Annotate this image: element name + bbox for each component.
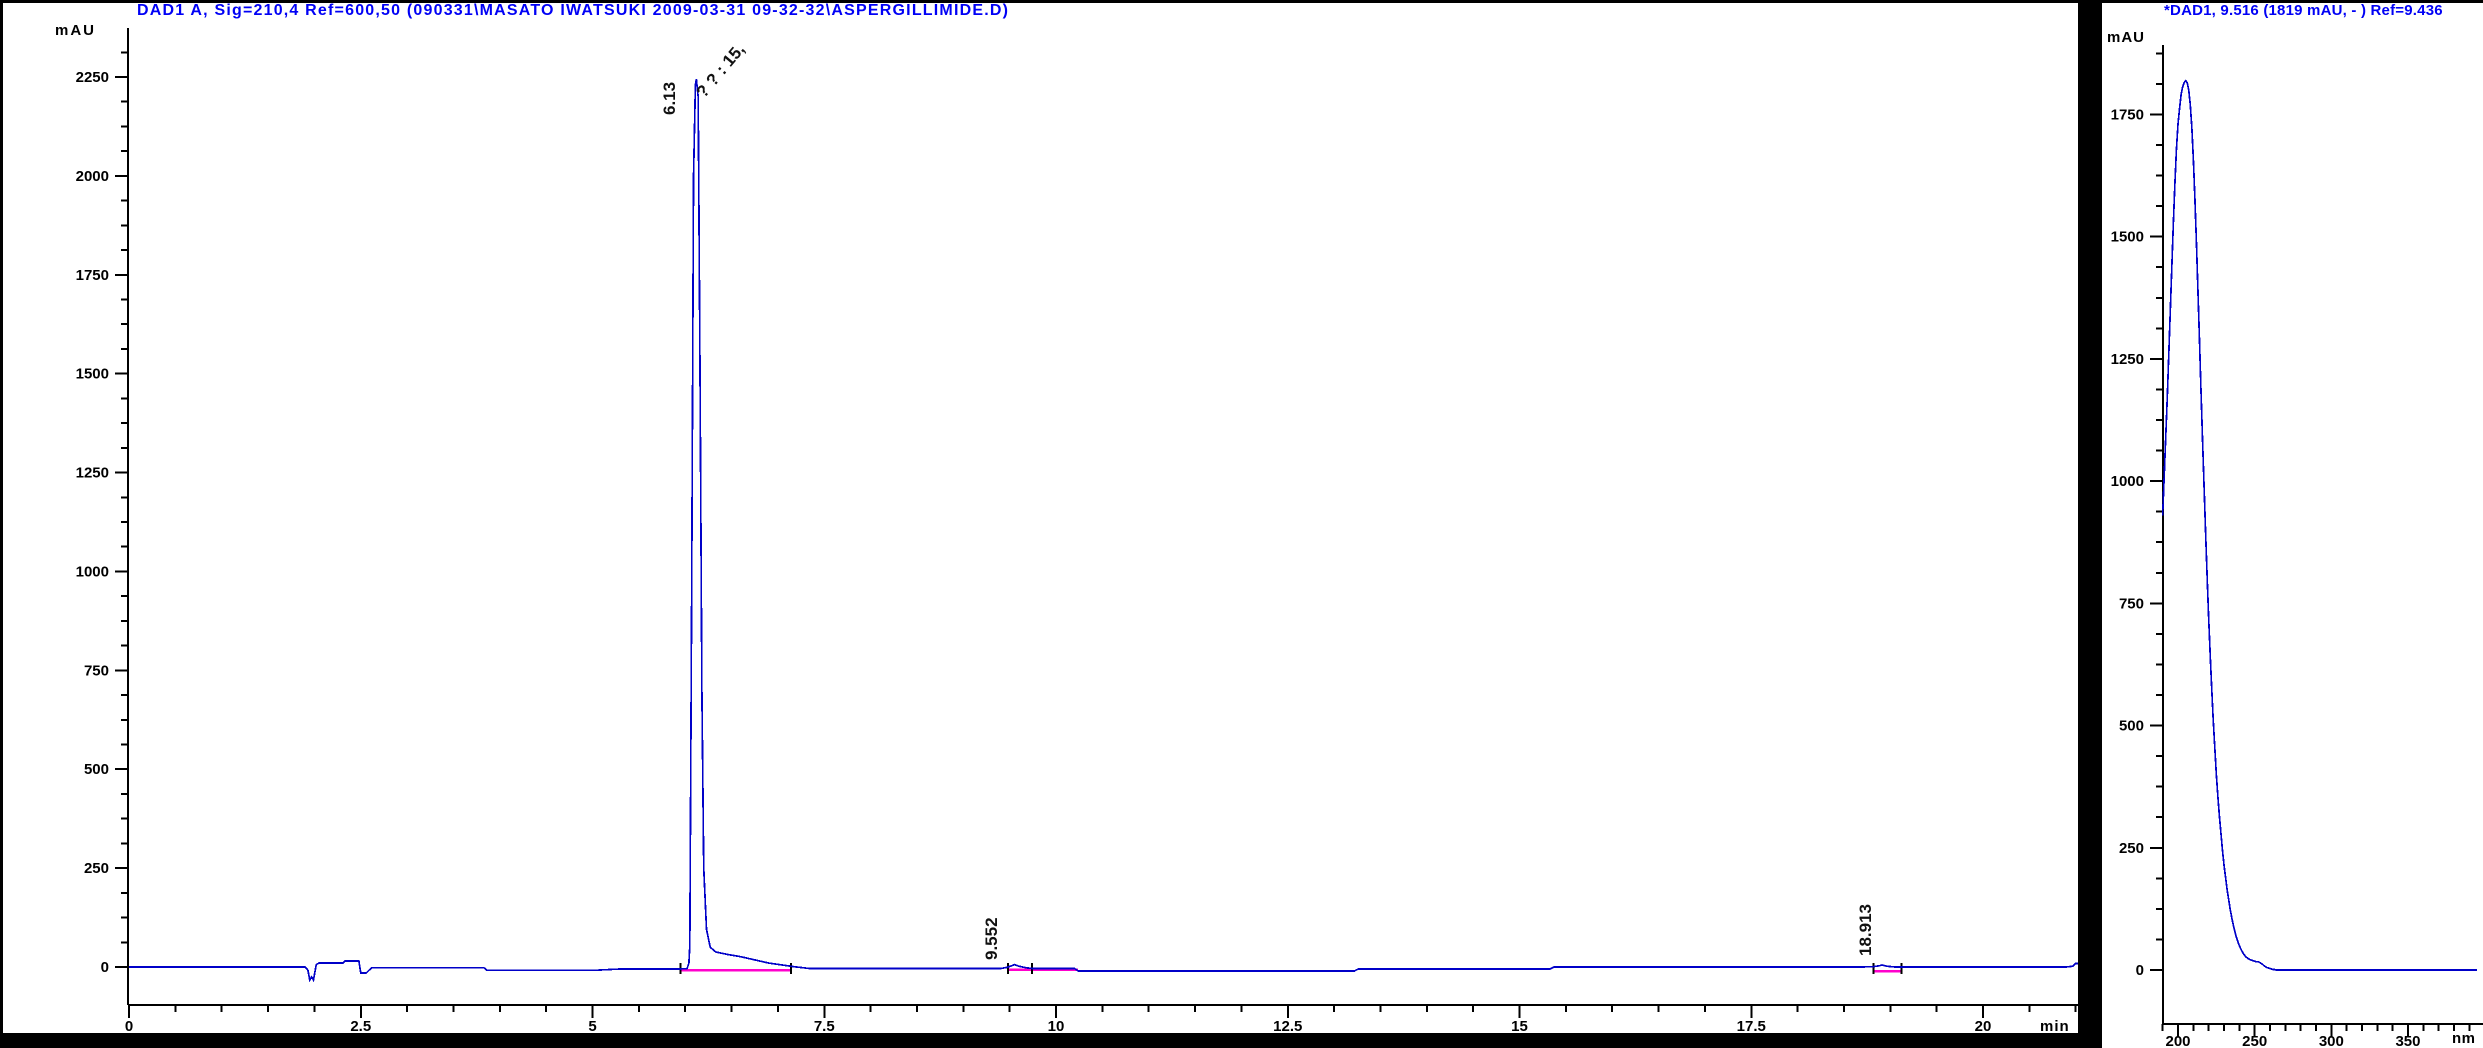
svg-text:5: 5	[588, 1018, 596, 1035]
svg-text:1750: 1750	[76, 267, 109, 284]
peak-label-6.13: 6.13	[660, 81, 679, 115]
svg-text:500: 500	[2119, 718, 2144, 735]
bottom-frame-bar	[0, 1033, 2102, 1048]
svg-text:12.5: 12.5	[1273, 1018, 1302, 1035]
svg-text:2250: 2250	[76, 69, 109, 86]
main-chart-title: DAD1 A, Sig=210,4 Ref=600,50 (090331\MAS…	[137, 2, 1010, 19]
svg-text:0: 0	[101, 959, 109, 976]
svg-text:500: 500	[84, 761, 109, 778]
svg-text:250: 250	[2242, 1033, 2267, 1048]
top-frame-bar	[0, 0, 2483, 3]
svg-text:300: 300	[2319, 1033, 2344, 1048]
peak-label-18.913: 18.913	[1856, 904, 1875, 956]
left-frame-bar	[0, 0, 3, 1048]
svg-text:2000: 2000	[76, 168, 109, 185]
svg-text:2.5: 2.5	[350, 1018, 371, 1035]
main-y-unit-label: mAU	[55, 22, 97, 39]
spectrum-x-unit-label: nm	[2452, 1030, 2476, 1047]
svg-text:17.5: 17.5	[1737, 1018, 1766, 1035]
panel-divider-bar	[2078, 0, 2102, 1048]
svg-text:1000: 1000	[76, 563, 109, 580]
svg-text:250: 250	[84, 860, 109, 877]
peak-label-9.552: 9.552	[982, 917, 1001, 960]
svg-text:350: 350	[2395, 1033, 2420, 1048]
svg-text:7.5: 7.5	[814, 1018, 835, 1035]
main-x-unit-label: min	[2040, 1018, 2070, 1035]
svg-text:1000: 1000	[2111, 473, 2144, 490]
svg-text:1250: 1250	[76, 465, 109, 482]
svg-text:750: 750	[84, 662, 109, 679]
spectrum-title: *DAD1, 9.516 (1819 mAU, - ) Ref=9.436	[2164, 2, 2443, 19]
svg-text:200: 200	[2165, 1033, 2190, 1048]
svg-text:0: 0	[2136, 962, 2144, 979]
svg-text:1500: 1500	[2111, 229, 2144, 246]
svg-text:20: 20	[1975, 1018, 1992, 1035]
svg-text:1250: 1250	[2111, 351, 2144, 368]
svg-text:1500: 1500	[76, 366, 109, 383]
spectrum-y-unit-label: mAU	[2107, 29, 2146, 46]
svg-text:0: 0	[125, 1018, 133, 1035]
svg-text:250: 250	[2119, 840, 2144, 857]
svg-text:1750: 1750	[2111, 106, 2144, 123]
svg-text:750: 750	[2119, 595, 2144, 612]
svg-text:10: 10	[1048, 1018, 1065, 1035]
svg-text:15: 15	[1511, 1018, 1528, 1035]
